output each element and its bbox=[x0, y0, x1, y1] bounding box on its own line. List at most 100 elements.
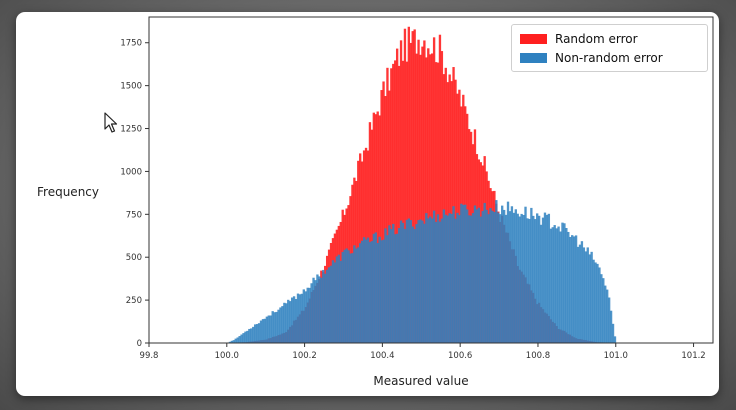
histogram-bar bbox=[444, 214, 447, 343]
histogram-bar bbox=[423, 40, 426, 343]
histogram-bar bbox=[432, 210, 436, 343]
histogram-bar bbox=[232, 340, 235, 343]
histogram-bar bbox=[590, 251, 593, 343]
histogram-bar bbox=[518, 216, 521, 343]
chart-card: 99.8 100.0 100.2 100.4 100.6 100.8 101.0 101.2 … bbox=[16, 12, 719, 396]
y-tick-label: 1750 bbox=[120, 39, 142, 49]
histogram-bar bbox=[384, 228, 387, 343]
legend-label-random-error: Random error bbox=[555, 32, 638, 46]
histogram-bar bbox=[485, 209, 488, 343]
histogram-bar bbox=[254, 324, 257, 343]
histogram-bar bbox=[394, 234, 397, 343]
histogram-bar bbox=[335, 256, 339, 343]
histogram-bar bbox=[423, 223, 426, 343]
x-tick-label: 101.0 bbox=[604, 351, 628, 361]
histogram-bar bbox=[275, 311, 278, 343]
histogram-bar bbox=[429, 216, 432, 343]
histogram-bar bbox=[376, 243, 379, 343]
histogram-bar bbox=[462, 204, 465, 343]
histogram-bar bbox=[339, 260, 342, 343]
histogram-bar bbox=[320, 277, 323, 343]
y-ticks: 0 250 500 750 1000 1250 1500 1750 bbox=[120, 39, 149, 349]
histogram-plot: 99.8 100.0 100.2 100.4 100.6 100.8 101.0 101.2 … bbox=[120, 16, 714, 361]
histogram-bar bbox=[382, 239, 385, 343]
histogram-bar bbox=[384, 96, 387, 344]
histogram-bar bbox=[609, 310, 613, 343]
histogram-bar bbox=[353, 245, 356, 343]
histogram-bar bbox=[355, 248, 358, 343]
histogram-bar bbox=[582, 247, 586, 343]
y-tick-label: 1000 bbox=[120, 167, 142, 177]
histogram-bar bbox=[351, 253, 354, 343]
histogram-bar bbox=[279, 307, 282, 343]
histogram-bar bbox=[374, 232, 377, 343]
histogram-bar bbox=[250, 328, 253, 343]
histogram-bar bbox=[283, 302, 286, 343]
histogram-bar bbox=[308, 287, 311, 343]
y-tick-label: 750 bbox=[126, 210, 142, 220]
histogram-bar bbox=[524, 206, 527, 343]
histogram-bar bbox=[574, 235, 578, 343]
histogram-bar bbox=[329, 265, 333, 343]
histogram-bar bbox=[380, 240, 383, 343]
histogram-bar bbox=[557, 226, 560, 343]
histogram-bar bbox=[411, 226, 414, 343]
histogram-bar bbox=[611, 323, 615, 343]
histogram-bar bbox=[450, 213, 453, 343]
histogram-bar bbox=[399, 220, 403, 343]
histogram-bar bbox=[438, 221, 442, 343]
mouse-pointer-icon bbox=[104, 112, 118, 133]
histogram-bar bbox=[263, 318, 267, 343]
histogram-bar bbox=[506, 201, 510, 343]
y-tick-label: 500 bbox=[126, 253, 142, 263]
histogram-bar bbox=[549, 228, 552, 343]
histogram-bar bbox=[399, 40, 403, 344]
histogram-bar bbox=[534, 219, 537, 343]
histogram-bar bbox=[545, 214, 549, 343]
histogram-bar bbox=[370, 129, 374, 343]
histogram-bar bbox=[442, 209, 446, 343]
histogram-bar bbox=[483, 202, 486, 343]
histogram-bar bbox=[314, 280, 317, 343]
histogram-bar bbox=[431, 53, 434, 343]
histogram-bar bbox=[382, 81, 385, 344]
histogram-bar bbox=[345, 248, 348, 343]
histogram-bar bbox=[588, 254, 591, 343]
histogram-bar bbox=[613, 336, 617, 343]
histogram-bar bbox=[318, 276, 321, 343]
histogram-bar bbox=[448, 74, 451, 343]
histogram-bar bbox=[436, 214, 440, 343]
histogram-bar bbox=[458, 215, 461, 343]
histogram-bar bbox=[501, 205, 504, 343]
histogram-bar bbox=[530, 207, 533, 343]
histogram-bar bbox=[421, 220, 424, 343]
histogram-bar bbox=[571, 235, 574, 343]
histogram-bar bbox=[372, 112, 375, 343]
histogram-bar bbox=[526, 218, 529, 343]
histogram-bar bbox=[378, 236, 381, 343]
histogram-bar bbox=[502, 209, 506, 343]
histogram-bar bbox=[407, 26, 410, 343]
histogram-bar bbox=[559, 231, 562, 343]
histogram-bar bbox=[255, 324, 259, 343]
histogram-bar bbox=[364, 239, 368, 343]
histogram-bar bbox=[392, 63, 395, 344]
non-random-error-series bbox=[226, 200, 617, 343]
histogram-bar bbox=[539, 224, 543, 343]
x-tick-label: 100.6 bbox=[448, 351, 472, 361]
histogram-bar bbox=[471, 213, 475, 343]
histogram-bar bbox=[306, 287, 309, 343]
histogram-bar bbox=[454, 79, 457, 343]
x-tick-label: 101.2 bbox=[681, 351, 705, 361]
histogram-bar bbox=[444, 67, 447, 343]
histogram-bar bbox=[390, 68, 393, 343]
histogram-bar bbox=[417, 39, 420, 343]
histogram-bar bbox=[294, 299, 298, 343]
histogram-bar bbox=[267, 315, 270, 343]
histogram-bar bbox=[357, 247, 360, 343]
histogram-bar bbox=[298, 294, 302, 343]
histogram-bar bbox=[567, 231, 570, 343]
histogram-bar bbox=[436, 62, 440, 343]
x-axis-label: Measured value bbox=[373, 374, 469, 388]
histogram-bar bbox=[281, 306, 284, 343]
